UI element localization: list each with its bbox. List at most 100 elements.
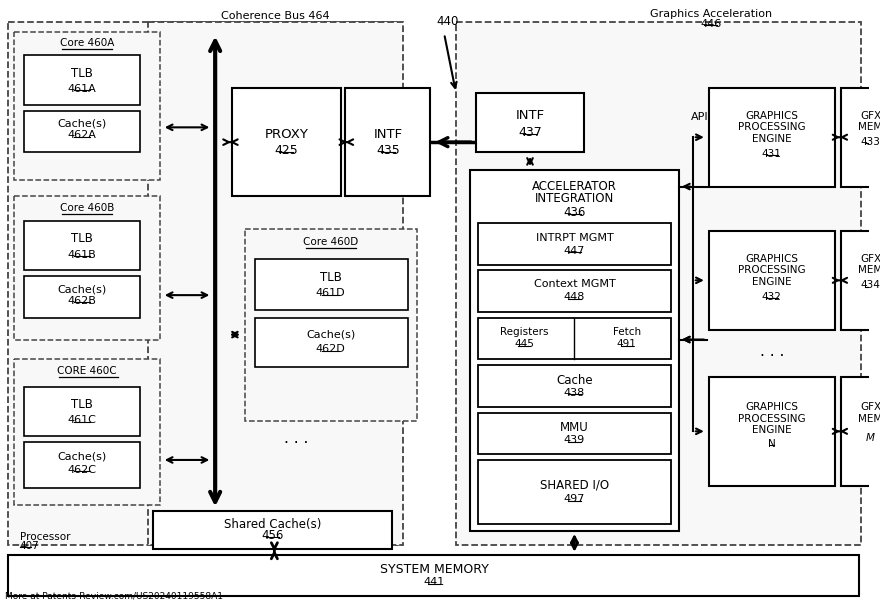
Text: Shared Cache(s): Shared Cache(s): [224, 518, 321, 531]
Text: . . .: . . .: [284, 431, 308, 446]
Bar: [24, 110, 140, 152]
Bar: [14, 196, 160, 340]
Text: 433: 433: [861, 137, 880, 147]
Bar: [8, 22, 398, 545]
Text: Cache(s): Cache(s): [57, 118, 106, 128]
Text: GFX: GFX: [860, 254, 880, 264]
Text: Fetch: Fetch: [612, 326, 641, 337]
Text: TLB: TLB: [71, 66, 93, 79]
Bar: [24, 387, 140, 436]
Bar: [708, 231, 835, 329]
Bar: [8, 554, 859, 596]
Text: . . .: . . .: [759, 344, 784, 359]
Text: Registers: Registers: [500, 326, 548, 337]
Text: Core 460D: Core 460D: [303, 237, 358, 247]
Bar: [24, 442, 140, 487]
Text: INTF: INTF: [516, 109, 545, 122]
Text: 432: 432: [762, 292, 781, 302]
Bar: [24, 56, 140, 105]
Text: 462B: 462B: [68, 296, 96, 306]
Text: 456: 456: [261, 529, 283, 542]
Bar: [14, 32, 160, 180]
Text: 436: 436: [563, 206, 585, 219]
Bar: [456, 22, 861, 545]
Bar: [478, 365, 671, 407]
Text: CORE 460C: CORE 460C: [57, 366, 117, 376]
Text: PROXY: PROXY: [264, 127, 308, 141]
Text: 438: 438: [564, 388, 585, 398]
Bar: [478, 412, 671, 454]
Text: 431: 431: [762, 149, 781, 159]
Text: TLB: TLB: [71, 232, 93, 245]
Text: 447: 447: [564, 246, 585, 256]
Bar: [24, 276, 140, 318]
Text: 461C: 461C: [68, 415, 96, 426]
Text: 439: 439: [564, 435, 585, 445]
Text: 445: 445: [514, 340, 534, 350]
Bar: [148, 22, 403, 545]
Text: API: API: [691, 112, 708, 123]
Text: Cache(s): Cache(s): [57, 451, 106, 461]
Text: SYSTEM MEMORY: SYSTEM MEMORY: [380, 563, 488, 576]
Text: INTF: INTF: [373, 127, 402, 141]
Text: Core 460B: Core 460B: [60, 203, 114, 214]
Text: Cache(s): Cache(s): [306, 329, 356, 340]
Text: MMU: MMU: [560, 421, 589, 434]
Bar: [232, 88, 341, 196]
Text: 462C: 462C: [68, 465, 97, 475]
Text: 407: 407: [19, 541, 40, 551]
Text: ACCELERATOR: ACCELERATOR: [532, 180, 617, 193]
Bar: [254, 318, 407, 367]
Text: Core 460A: Core 460A: [60, 38, 114, 48]
Bar: [478, 460, 671, 524]
Text: 435: 435: [376, 143, 400, 157]
Text: 440: 440: [436, 15, 458, 28]
Bar: [14, 359, 160, 505]
Text: Context MGMT: Context MGMT: [533, 279, 615, 289]
Text: 441: 441: [423, 577, 445, 587]
Text: GRAPHICS: GRAPHICS: [745, 110, 798, 121]
Text: 461D: 461D: [316, 288, 346, 298]
Bar: [478, 270, 671, 312]
Text: ENGINE: ENGINE: [752, 425, 792, 436]
Bar: [841, 377, 880, 486]
Text: Cache(s): Cache(s): [57, 284, 106, 294]
Text: TLB: TLB: [71, 398, 93, 411]
Text: MEM: MEM: [858, 123, 880, 132]
Bar: [476, 93, 584, 152]
Bar: [478, 223, 671, 265]
Bar: [841, 231, 880, 329]
Text: Coherence Bus 464: Coherence Bus 464: [221, 11, 330, 21]
Text: INTEGRATION: INTEGRATION: [535, 192, 614, 205]
Text: 462D: 462D: [316, 345, 346, 354]
Text: MEM: MEM: [858, 265, 880, 276]
Bar: [478, 318, 671, 359]
Bar: [708, 377, 835, 486]
Text: PROCESSING: PROCESSING: [738, 123, 805, 132]
Text: PROCESSING: PROCESSING: [738, 265, 805, 276]
Text: 461A: 461A: [68, 84, 96, 94]
Bar: [24, 221, 140, 270]
Text: M: M: [866, 433, 875, 443]
Text: ENGINE: ENGINE: [752, 278, 792, 287]
Text: GFX: GFX: [860, 401, 880, 412]
Bar: [346, 88, 430, 196]
Bar: [245, 229, 417, 422]
Text: PROCESSING: PROCESSING: [738, 414, 805, 423]
Bar: [841, 88, 880, 187]
Text: Cache: Cache: [556, 373, 593, 387]
Text: 448: 448: [564, 292, 585, 302]
Text: MEM: MEM: [858, 414, 880, 423]
Text: 434: 434: [861, 280, 880, 290]
Text: 491: 491: [617, 340, 636, 350]
Text: 446: 446: [700, 19, 722, 29]
Text: SHARED I/O: SHARED I/O: [539, 478, 609, 491]
Bar: [708, 88, 835, 187]
Bar: [470, 170, 679, 531]
Text: TLB: TLB: [319, 271, 341, 284]
Text: 425: 425: [275, 143, 298, 157]
Bar: [153, 511, 392, 549]
Text: INTRPT MGMT: INTRPT MGMT: [536, 233, 613, 243]
Text: Processor: Processor: [19, 532, 70, 542]
Text: 437: 437: [518, 126, 542, 139]
